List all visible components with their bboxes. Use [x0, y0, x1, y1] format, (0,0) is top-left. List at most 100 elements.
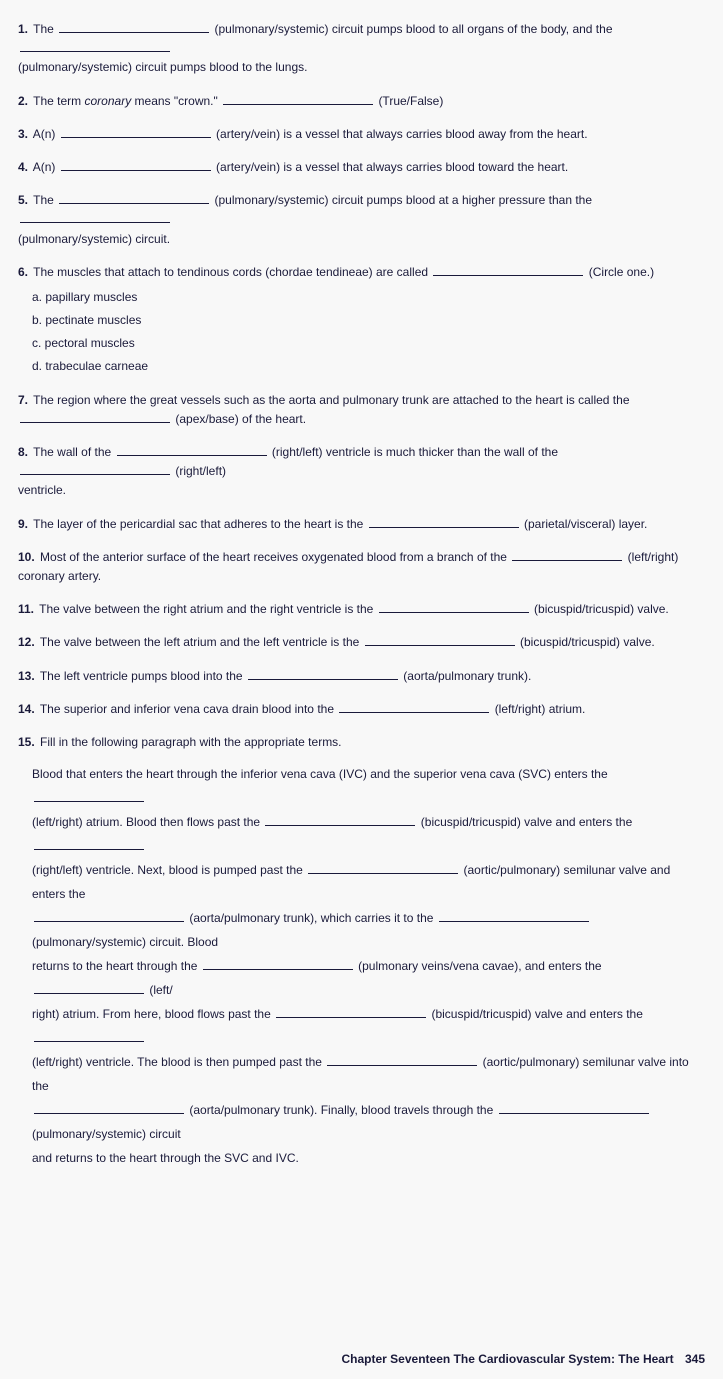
blank[interactable]: [433, 264, 583, 276]
blank[interactable]: [512, 549, 622, 561]
q3-num: 3.: [18, 127, 28, 141]
q3-t1: A(n): [33, 127, 56, 141]
q11-t1: The valve between the right atrium and t…: [39, 602, 373, 616]
question-14: 14. The superior and inferior vena cava …: [18, 700, 705, 719]
blank[interactable]: [499, 1102, 649, 1114]
blank[interactable]: [59, 192, 209, 204]
footer-title: The Cardiovascular System: The Heart: [454, 1352, 674, 1366]
q6-t2: (Circle one.): [589, 265, 654, 279]
q5-num: 5.: [18, 193, 28, 207]
q5-t3: (pulmonary/systemic) circuit.: [18, 232, 170, 246]
p6: (aorta/pulmonary trunk), which carries i…: [189, 911, 433, 925]
q6-t1: The muscles that attach to tendinous cor…: [33, 265, 428, 279]
q10-t1: Most of the anterior surface of the hear…: [40, 550, 507, 564]
p17: and returns to the heart through the SVC…: [32, 1151, 299, 1165]
question-8: 8. The wall of the (right/left) ventricl…: [18, 443, 705, 501]
q2-italic: coronary: [85, 94, 132, 108]
q11-t2: (bicuspid/tricuspid) valve.: [534, 602, 669, 616]
question-15: 15. Fill in the following paragraph with…: [18, 733, 705, 1170]
blank[interactable]: [61, 159, 211, 171]
blank[interactable]: [20, 463, 170, 475]
q4-t1: A(n): [33, 160, 56, 174]
p8: returns to the heart through the: [32, 959, 197, 973]
blank[interactable]: [34, 910, 184, 922]
q6-option-d[interactable]: d. trabeculae carneae: [32, 357, 705, 376]
q1-t2: (pulmonary/systemic) circuit pumps blood…: [215, 22, 613, 36]
q15-t1: Fill in the following paragraph with the…: [40, 735, 342, 749]
q13-t1: The left ventricle pumps blood into the: [40, 669, 243, 683]
blank[interactable]: [379, 601, 529, 613]
question-6: 6. The muscles that attach to tendinous …: [18, 263, 705, 377]
blank[interactable]: [369, 516, 519, 528]
blank[interactable]: [20, 211, 170, 223]
p15: (aorta/pulmonary trunk). Finally, blood …: [189, 1103, 493, 1117]
q4-t2: (artery/vein) is a vessel that always ca…: [216, 160, 568, 174]
question-9: 9. The layer of the pericardial sac that…: [18, 515, 705, 534]
q13-t2: (aorta/pulmonary trunk).: [403, 669, 531, 683]
question-7: 7. The region where the great vessels su…: [18, 391, 705, 429]
q6-option-b[interactable]: b. pectinate muscles: [32, 311, 705, 330]
q9-t1: The layer of the pericardial sac that ad…: [33, 517, 363, 531]
q1-t3: (pulmonary/systemic) circuit pumps blood…: [18, 60, 307, 74]
q8-t3: (right/left): [175, 464, 226, 478]
blank[interactable]: [59, 21, 209, 33]
blank[interactable]: [117, 444, 267, 456]
blank[interactable]: [308, 862, 458, 874]
blank[interactable]: [34, 982, 144, 994]
question-3: 3. A(n) (artery/vein) is a vessel that a…: [18, 125, 705, 144]
p11: right) atrium. From here, blood flows pa…: [32, 1007, 271, 1021]
blank[interactable]: [61, 126, 211, 138]
p2: (left/right) atrium. Blood then flows pa…: [32, 815, 260, 829]
question-13: 13. The left ventricle pumps blood into …: [18, 667, 705, 686]
q15-paragraph: Blood that enters the heart through the …: [32, 762, 705, 1170]
q8-t2: (right/left) ventricle is much thicker t…: [272, 445, 558, 459]
blank[interactable]: [327, 1054, 477, 1066]
p1: Blood that enters the heart through the …: [32, 767, 608, 781]
blank[interactable]: [365, 634, 515, 646]
q6-options: a. papillary muscles b. pectinate muscle…: [32, 288, 705, 377]
p12: (bicuspid/tricuspid) valve and enters th…: [431, 1007, 642, 1021]
q6-option-a[interactable]: a. papillary muscles: [32, 288, 705, 307]
question-10: 10. Most of the anterior surface of the …: [18, 548, 705, 586]
footer-page-number: 345: [685, 1352, 705, 1366]
q4-num: 4.: [18, 160, 28, 174]
q1-t1: The: [33, 22, 54, 36]
q10-num: 10.: [18, 550, 35, 564]
q5-t2: (pulmonary/systemic) circuit pumps blood…: [215, 193, 593, 207]
blank[interactable]: [265, 814, 415, 826]
question-5: 5. The (pulmonary/systemic) circuit pump…: [18, 191, 705, 249]
blank[interactable]: [20, 411, 170, 423]
blank[interactable]: [339, 701, 489, 713]
q9-t2: (parietal/visceral) layer.: [524, 517, 647, 531]
q2-t1: The term: [33, 94, 81, 108]
q12-t1: The valve between the left atrium and th…: [40, 635, 360, 649]
q14-t2: (left/right) atrium.: [495, 702, 586, 716]
q8-t1: The wall of the: [33, 445, 111, 459]
blank[interactable]: [34, 838, 144, 850]
q5-t1: The: [33, 193, 54, 207]
p3: (bicuspid/tricuspid) valve and enters th…: [421, 815, 632, 829]
question-1: 1. The (pulmonary/systemic) circuit pump…: [18, 20, 705, 78]
q15-num: 15.: [18, 735, 35, 749]
p7: (pulmonary/systemic) circuit. Blood: [32, 935, 218, 949]
blank[interactable]: [20, 40, 170, 52]
blank[interactable]: [34, 1102, 184, 1114]
question-12: 12. The valve between the left atrium an…: [18, 633, 705, 652]
q11-num: 11.: [18, 602, 34, 616]
blank[interactable]: [439, 910, 589, 922]
q1-num: 1.: [18, 22, 28, 36]
blank[interactable]: [203, 958, 353, 970]
q8-num: 8.: [18, 445, 28, 459]
q6-option-c[interactable]: c. pectoral muscles: [32, 334, 705, 353]
q12-t2: (bicuspid/tricuspid) valve.: [520, 635, 655, 649]
question-11: 11. The valve between the right atrium a…: [18, 600, 705, 619]
blank[interactable]: [34, 790, 144, 802]
p10: (left/: [149, 983, 172, 997]
blank[interactable]: [34, 1030, 144, 1042]
blank[interactable]: [223, 93, 373, 105]
page-footer: Chapter Seventeen The Cardiovascular Sys…: [18, 1350, 705, 1369]
blank[interactable]: [276, 1006, 426, 1018]
q3-t2: (artery/vein) is a vessel that always ca…: [216, 127, 587, 141]
blank[interactable]: [248, 668, 398, 680]
q14-t1: The superior and inferior vena cava drai…: [40, 702, 334, 716]
